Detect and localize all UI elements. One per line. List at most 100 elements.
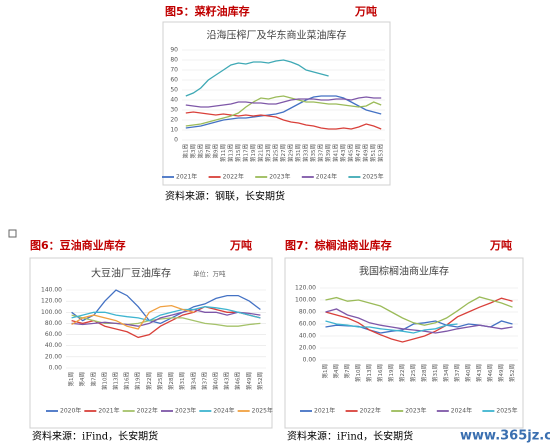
legend-label: 2022年 bbox=[223, 173, 244, 181]
x-tick-label: 第13周 bbox=[365, 364, 373, 382]
x-tick-label: 第21周 bbox=[256, 144, 264, 162]
y-tick-label: 80 bbox=[170, 57, 178, 64]
figure-caption: 图6：豆油商业库存 bbox=[30, 238, 126, 252]
y-tick-label: 40.00 bbox=[299, 333, 316, 340]
x-tick-label: 第25周 bbox=[409, 364, 417, 382]
x-tick-label: 第19周 bbox=[134, 372, 142, 390]
figure-unit: 万吨 bbox=[229, 238, 252, 252]
chart-frame bbox=[29, 257, 273, 429]
x-tick-label: 第51周 bbox=[369, 144, 377, 162]
y-tick-label: 90 bbox=[170, 47, 178, 54]
x-tick-label: 第49周 bbox=[497, 364, 505, 382]
x-tick-label: 第22周 bbox=[398, 364, 406, 382]
x-tick-label: 第1周 bbox=[67, 372, 75, 387]
x-tick-label: 第3周 bbox=[189, 144, 197, 159]
x-tick-label: 第31周 bbox=[294, 144, 302, 162]
y-tick-label: 0.00 bbox=[303, 357, 317, 364]
x-tick-label: 第10周 bbox=[100, 372, 108, 390]
x-tick-label: 第37周 bbox=[200, 372, 208, 390]
y-tick-label: 20.00 bbox=[45, 353, 62, 360]
x-tick-label: 第19周 bbox=[249, 144, 257, 162]
series-line bbox=[185, 95, 382, 127]
x-tick-label: 第43周 bbox=[475, 364, 483, 382]
series-line bbox=[71, 289, 261, 325]
x-tick-label: 第10周 bbox=[354, 364, 362, 382]
series-line bbox=[185, 111, 382, 130]
x-tick-label: 第52周 bbox=[256, 372, 264, 390]
x-tick-label: 第29周 bbox=[287, 144, 295, 162]
x-tick-label: 第22周 bbox=[145, 372, 153, 390]
series-line bbox=[325, 320, 458, 334]
y-tick-label: 80.00 bbox=[45, 320, 62, 327]
series-line bbox=[185, 95, 382, 129]
x-tick-label: 第34周 bbox=[442, 364, 450, 382]
watermark: www.365jz.com bbox=[460, 429, 550, 444]
x-tick-label: 第16周 bbox=[376, 364, 384, 382]
x-tick-label: 第7周 bbox=[204, 144, 212, 159]
x-tick-label: 第7周 bbox=[343, 364, 351, 379]
x-tick-label: 第37周 bbox=[317, 144, 325, 162]
figure-source: 资料来源：iFind，长安期货 bbox=[32, 430, 158, 443]
chart-title: 沿海压榨厂及华东商业菜油库存 bbox=[207, 29, 347, 42]
legend-label: 2025年 bbox=[362, 173, 383, 181]
x-tick-label: 第46周 bbox=[234, 372, 242, 390]
series-line bbox=[71, 306, 261, 339]
x-tick-label: 第31周 bbox=[178, 372, 186, 390]
x-tick-label: 第49周 bbox=[245, 372, 253, 390]
x-tick-label: 第17周 bbox=[241, 144, 249, 162]
x-tick-label: 第45周 bbox=[347, 144, 355, 162]
x-tick-label: 第28周 bbox=[420, 364, 428, 382]
figure-source: 资料来源：iFind，长安期货 bbox=[287, 430, 413, 443]
series-line bbox=[325, 297, 513, 343]
series-line bbox=[71, 304, 194, 330]
series-line bbox=[325, 296, 513, 326]
x-tick-label: 第4周 bbox=[332, 364, 340, 379]
series-line bbox=[71, 306, 261, 322]
legend-label: 2021年 bbox=[314, 407, 335, 415]
x-tick-label: 第13周 bbox=[226, 144, 234, 162]
y-tick-label: 80.00 bbox=[299, 309, 316, 316]
legend-label: 2022年 bbox=[137, 407, 158, 415]
x-tick-label: 第40周 bbox=[212, 372, 220, 390]
chart-subtitle: 单位：万吨 bbox=[193, 269, 226, 278]
legend-label: 2021年 bbox=[176, 173, 197, 181]
x-tick-label: 第52周 bbox=[508, 364, 516, 382]
series-line bbox=[185, 96, 382, 108]
x-tick-label: 第25周 bbox=[156, 372, 164, 390]
x-tick-label: 第37周 bbox=[453, 364, 461, 382]
legend-label: 2024年 bbox=[316, 173, 337, 181]
x-tick-label: 第27周 bbox=[279, 144, 287, 162]
legend-label: 2025年 bbox=[496, 407, 517, 415]
x-tick-label: 第28周 bbox=[167, 372, 175, 390]
x-tick-label: 第13周 bbox=[112, 372, 120, 390]
x-tick-label: 第47周 bbox=[354, 144, 362, 162]
y-tick-label: 40.00 bbox=[45, 342, 62, 349]
x-tick-label: 第25周 bbox=[271, 144, 279, 162]
series-line bbox=[71, 308, 261, 327]
x-tick-label: 第41周 bbox=[332, 144, 340, 162]
figure-caption: 图7：棕榈油商业库存 bbox=[285, 238, 392, 252]
y-tick-label: 60.00 bbox=[45, 331, 62, 338]
y-tick-label: 60.00 bbox=[299, 321, 316, 328]
y-tick-label: 60 bbox=[170, 77, 178, 84]
legend-label: 2024年 bbox=[213, 407, 234, 415]
x-tick-label: 第1周 bbox=[181, 144, 189, 159]
y-tick-label: 0 bbox=[174, 137, 178, 144]
x-tick-label: 第11周 bbox=[219, 144, 227, 162]
y-tick-label: 100.00 bbox=[295, 297, 316, 304]
series-line bbox=[325, 308, 513, 334]
y-tick-label: 140.00 bbox=[41, 287, 62, 294]
x-tick-label: 第19周 bbox=[387, 364, 395, 382]
legend-label: 2023年 bbox=[175, 407, 196, 415]
x-tick-label: 第49周 bbox=[362, 144, 370, 162]
x-tick-label: 第35周 bbox=[309, 144, 317, 162]
legend-label: 2023年 bbox=[405, 407, 426, 415]
x-tick-label: 第4周 bbox=[78, 372, 86, 387]
y-tick-label: 30 bbox=[170, 107, 178, 114]
legend-label: 2024年 bbox=[451, 407, 472, 415]
chart-frame bbox=[284, 257, 524, 429]
x-tick-label: 第53周 bbox=[377, 144, 385, 162]
x-tick-label: 第9周 bbox=[211, 144, 219, 159]
